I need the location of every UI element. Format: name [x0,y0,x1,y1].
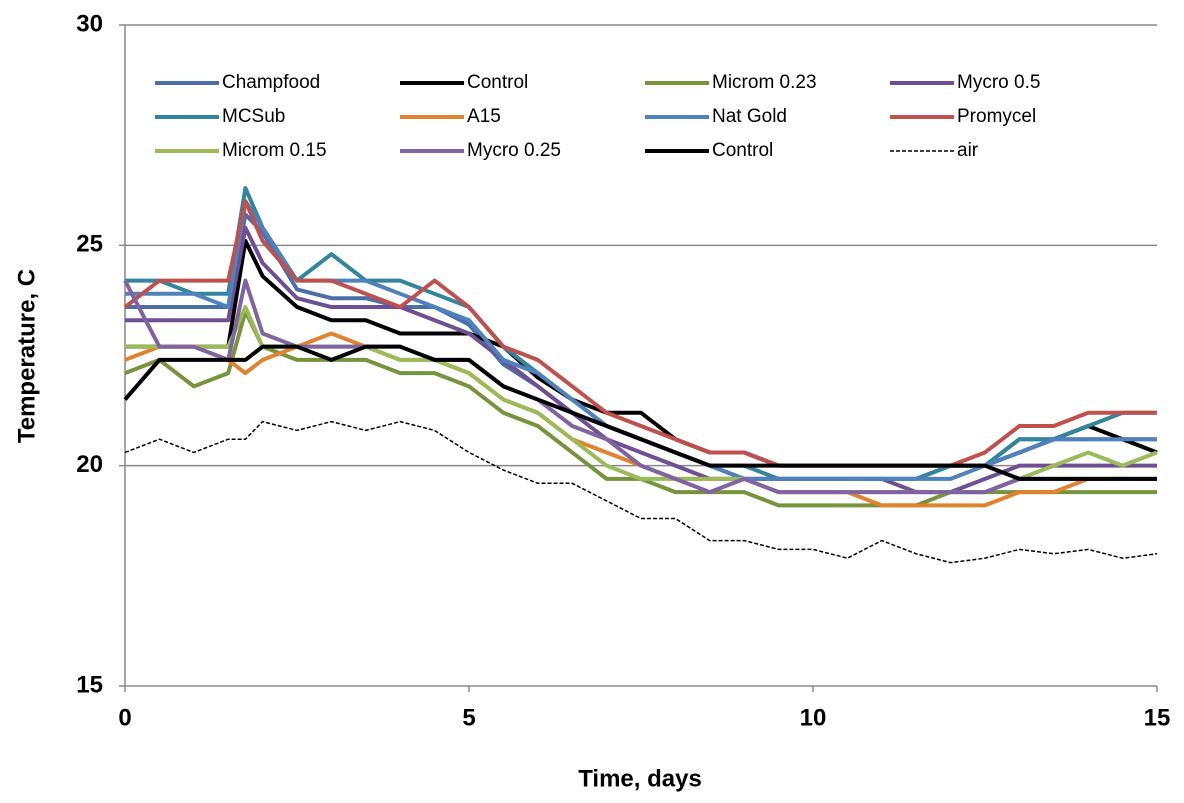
legend-label: Champfood [222,72,320,93]
y-tick-label: 30 [76,10,103,37]
legend-label: Microm 0.23 [712,72,817,93]
legend-label: MCSub [222,106,285,127]
legend-label: Control [712,140,773,161]
legend-label: Promycel [957,106,1036,127]
legend-label: A15 [467,106,501,127]
y-tick-label: 15 [76,671,103,698]
series-line [123,278,1157,495]
y-tick-label: 25 [76,231,103,258]
x-tick-label: 0 [118,704,131,731]
series-line [125,225,1157,495]
x-tick-label: 5 [462,704,475,731]
x-tick-label: 10 [800,704,827,731]
series-line [123,344,1157,481]
legend-label: air [957,140,979,161]
legend-label: Mycro 0.5 [957,72,1040,93]
x-tick-label: 15 [1144,704,1171,731]
y-axis-title: Temperature, C [13,269,40,443]
series-line [125,186,1157,481]
series-line [124,420,1158,564]
legend-label: Nat Gold [712,106,787,127]
y-tick-label: 20 [76,451,103,478]
legend-label: Mycro 0.25 [467,140,561,161]
legend-label: Microm 0.15 [222,140,327,161]
series-line [123,199,1157,468]
series-line [124,331,1157,508]
legend-label: Control [467,72,528,93]
x-axis-title: Time, days [578,765,702,792]
